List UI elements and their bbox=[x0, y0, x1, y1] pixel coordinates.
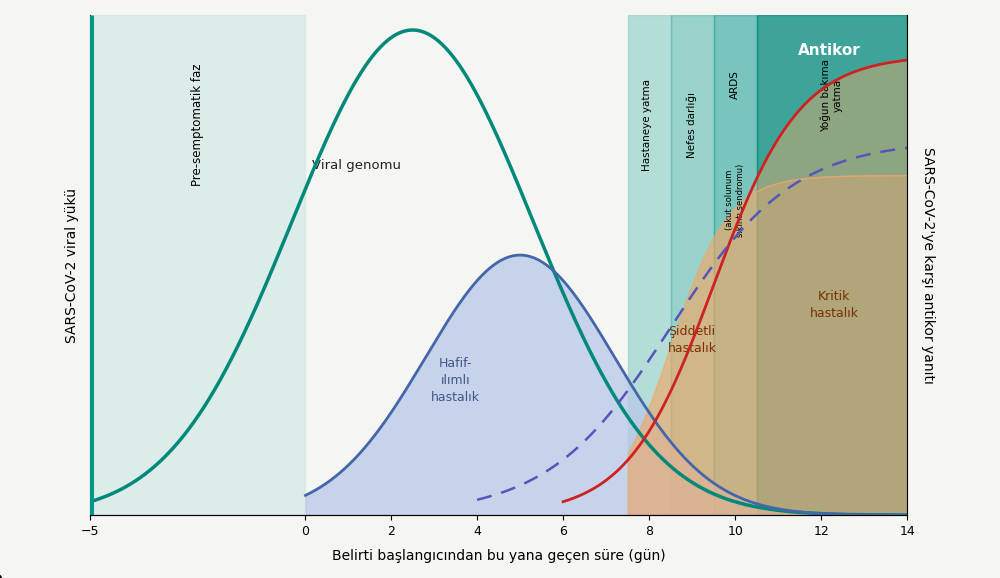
Bar bbox=[714, 15, 757, 515]
Y-axis label: SARS-CoV-2 viral yükü: SARS-CoV-2 viral yükü bbox=[65, 188, 79, 343]
Bar bbox=[90, 15, 305, 515]
Bar bbox=[671, 15, 714, 515]
Y-axis label: SARS-CoV-2'ye karşı antikor yanıtı: SARS-CoV-2'ye karşı antikor yanıtı bbox=[921, 147, 935, 384]
Bar bbox=[757, 15, 907, 515]
Text: Hastaneye yatma: Hastaneye yatma bbox=[642, 79, 652, 171]
Text: Pre-semptomatik faz: Pre-semptomatik faz bbox=[191, 64, 204, 186]
Text: Kritik
hastalık: Kritik hastalık bbox=[810, 290, 859, 320]
Text: Hafif-
ılımlı
hastalık: Hafif- ılımlı hastalık bbox=[431, 357, 480, 403]
Text: Antikor: Antikor bbox=[798, 43, 861, 58]
Text: Yoğun bakıma
yatma: Yoğun bakıma yatma bbox=[821, 58, 843, 132]
Text: (akut solunum
sıkıntı sendromu): (akut solunum sıkıntı sendromu) bbox=[725, 164, 745, 236]
X-axis label: Belirti başlangıcından bu yana geçen süre (gün): Belirti başlangıcından bu yana geçen sür… bbox=[332, 549, 665, 563]
Bar bbox=[628, 15, 671, 515]
Text: Viral genomu: Viral genomu bbox=[312, 158, 401, 172]
Text: ARDS: ARDS bbox=[730, 71, 740, 99]
Text: Şiddetli
hastalık: Şiddetli hastalık bbox=[668, 325, 717, 355]
Text: Nefes darlığı: Nefes darlığı bbox=[687, 92, 697, 158]
